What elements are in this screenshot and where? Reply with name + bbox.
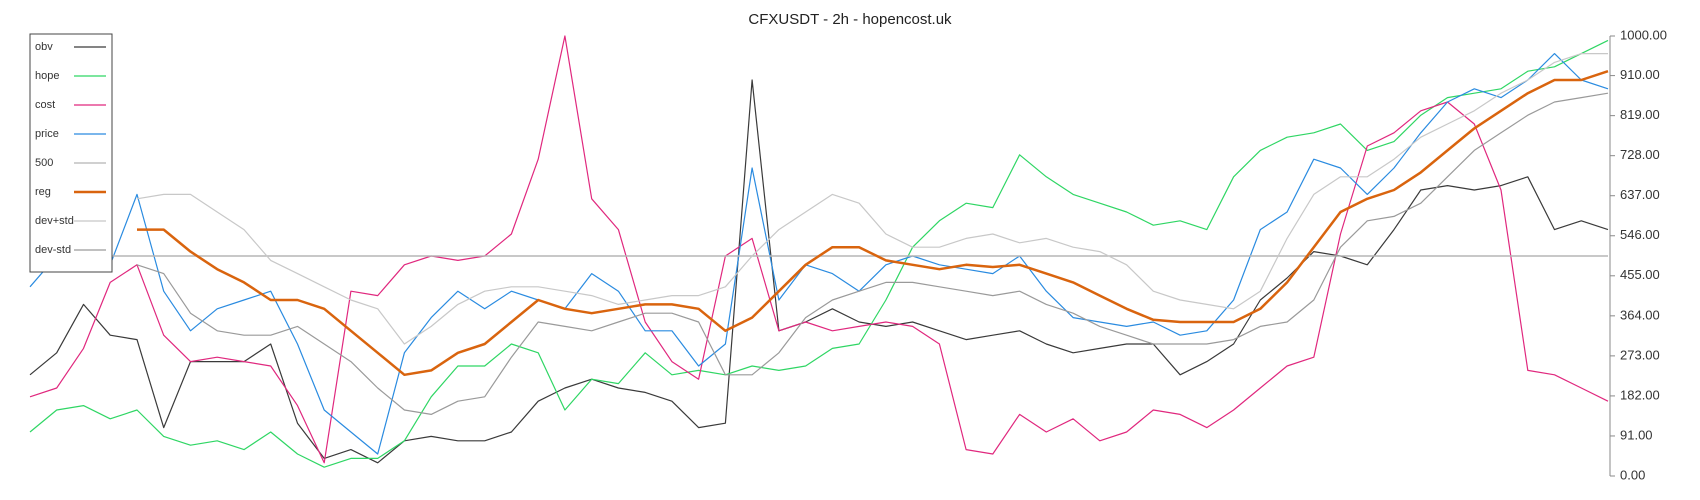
y-tick-label: 637.00 [1620, 187, 1660, 202]
y-tick-label: 1000.00 [1620, 27, 1667, 42]
y-tick-label: 0.00 [1620, 467, 1645, 482]
series-line [29, 79, 1609, 464]
y-tick-label: 455.00 [1620, 267, 1660, 282]
y-tick-label: 910.00 [1620, 67, 1660, 82]
series-line [29, 39, 1609, 468]
legend-box [29, 33, 113, 273]
legend-label: reg [35, 186, 51, 198]
legend-label: cost [35, 99, 55, 111]
series-line [29, 35, 1609, 464]
legend-label: hope [35, 70, 59, 82]
plot-area [29, 35, 1609, 468]
series-line [29, 53, 1609, 455]
y-tick-label: 819.00 [1620, 107, 1660, 122]
y-tick-label: 91.00 [1620, 427, 1653, 442]
y-tick-label: 546.00 [1620, 227, 1660, 242]
legend-label: dev-std [35, 244, 71, 256]
legend-label: price [35, 128, 59, 140]
y-tick-label: 273.00 [1620, 347, 1660, 362]
series-line [137, 70, 1609, 377]
legend-label: obv [35, 41, 53, 53]
legend-label: 500 [35, 157, 53, 169]
y-tick-label: 182.00 [1620, 387, 1660, 402]
series-line [136, 53, 1608, 345]
series-line [136, 92, 1609, 415]
legend-label: dev+std [35, 215, 74, 227]
y-tick-label: 728.00 [1620, 147, 1660, 162]
chart-title: CFXUSDT - 2h - hopencost.uk [748, 11, 952, 28]
legend: obv hope cost price 500 reg dev+std dev-std [29, 33, 113, 273]
y-tick-label: 364.00 [1620, 307, 1660, 322]
